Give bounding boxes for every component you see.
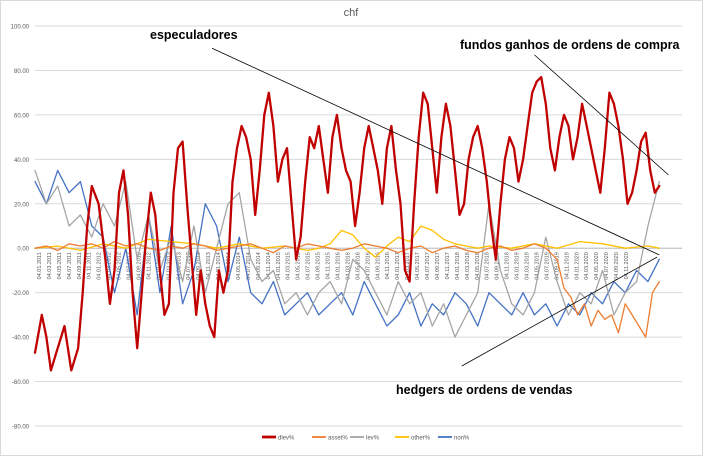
x-tick-label: 04.05.2017 (415, 252, 421, 280)
annotation-arrow (211, 47, 660, 256)
x-tick-label: 04.11.2019 (564, 252, 570, 279)
y-tick-label: -40.00 (12, 336, 30, 342)
x-tick-label: 04.05.2011 (57, 252, 63, 279)
x-tick-label: 04.03.2011 (47, 252, 53, 279)
x-tick-label: 04.09.2016 (375, 252, 381, 280)
x-tick-label: 04.11.2015 (326, 252, 332, 279)
x-tick-label: 04.11.2017 (445, 252, 451, 279)
legend-label: asset% (328, 436, 348, 442)
x-tick-label: 04.09.2011 (77, 252, 83, 279)
x-tick-label: 04.01.2017 (395, 252, 401, 280)
x-tick-label: 04.03.2016 (345, 252, 351, 280)
x-tick-label: 04.11.2011 (87, 252, 93, 279)
x-tick-label: 04.11.2013 (206, 252, 212, 279)
y-tick-label: -20.00 (12, 291, 30, 297)
x-tick-label: 04.05.2020 (594, 252, 600, 280)
y-tick-label: 60.00 (14, 113, 30, 119)
x-tick-label: 04.05.2013 (176, 252, 182, 280)
x-tick-label: 04.07.2019 (544, 252, 550, 280)
x-tick-label: 04.07.2012 (127, 252, 133, 280)
annotation-arrow (534, 54, 669, 176)
series-line-asset (34, 240, 660, 338)
x-tick-label: 04.03.2017 (405, 252, 411, 280)
x-tick-label: 04.01.2014 (216, 252, 222, 280)
x-tick-label: 04.07.2014 (246, 252, 252, 280)
annotation-label: hedgers de ordens de vendas (396, 383, 572, 397)
annotation-label: fundos ganhos de ordens de compra (460, 38, 681, 52)
y-tick-label: 40.00 (14, 158, 30, 164)
x-tick-label: 04.03.2015 (286, 252, 292, 280)
x-tick-label: 04.05.2012 (117, 252, 123, 280)
series-line-non (34, 169, 660, 327)
legend-label: other% (411, 436, 431, 442)
series-line-lev (34, 169, 660, 338)
y-tick-label: 0.00 (17, 247, 29, 253)
x-tick-label: 04.11.2012 (146, 252, 152, 279)
legend-label: non% (454, 436, 470, 442)
x-tick-label: 04.01.2012 (97, 252, 103, 280)
x-tick-label: 04.01.2018 (455, 252, 461, 280)
x-tick-label: 04.07.2016 (365, 252, 371, 280)
legend-label: lev% (366, 436, 380, 442)
x-tick-label: 04.09.2019 (554, 252, 560, 280)
x-tick-label: 04.07.2011 (67, 252, 73, 279)
y-tick-label: -60.00 (12, 380, 30, 386)
y-tick-label: 80.00 (14, 69, 30, 75)
x-tick-label: 04.03.2020 (584, 252, 590, 280)
x-tick-label: 04.07.2013 (186, 252, 192, 280)
x-tick-label: 04.05.2018 (475, 252, 481, 280)
x-tick-label: 04.09.2015 (316, 252, 322, 280)
x-tick-label: 04.07.2015 (306, 252, 312, 280)
x-tick-label: 04.07.2020 (604, 252, 610, 280)
x-tick-label: 04.09.2013 (196, 252, 202, 280)
x-tick-label: 04.03.2018 (465, 252, 471, 280)
x-tick-label: 04.01.2011 (37, 252, 43, 279)
x-tick-label: 04.05.2014 (236, 252, 242, 280)
x-tick-label: 04.01.2015 (276, 252, 282, 280)
x-tick-label: 04.09.2017 (435, 252, 441, 280)
x-tick-label: 04.09.2020 (614, 252, 620, 280)
x-tick-label: 04.11.2016 (385, 252, 391, 279)
annotation-arrow (461, 256, 658, 367)
x-tick-label: 04.01.2020 (574, 252, 580, 280)
x-tick-label: 04.05.2015 (296, 252, 302, 280)
y-tick-label: 20.00 (14, 202, 30, 208)
y-tick-label: -80.00 (12, 425, 30, 431)
x-tick-label: 04.07.2017 (425, 252, 431, 280)
x-tick-label: 04.01.2016 (336, 252, 342, 280)
legend-label: dlev% (278, 436, 295, 442)
x-tick-label: 04.03.2019 (525, 252, 531, 280)
x-tick-label: 04.11.2020 (624, 252, 630, 279)
chart-title: chf (344, 7, 360, 19)
y-tick-label: 100.00 (11, 25, 30, 31)
x-tick-label: 04.11.2018 (505, 252, 511, 279)
x-tick-label: 04.05.2019 (535, 252, 541, 280)
annotation-label: especuladores (150, 28, 238, 42)
series-line-dlev (33, 75, 661, 372)
x-tick-label: 04.11.2014 (266, 252, 272, 279)
x-tick-label: 04.01.2019 (515, 252, 521, 280)
x-tick-label: 04.07.2018 (485, 252, 491, 280)
x-tick-label: 04.09.2018 (495, 252, 501, 280)
x-tick-label: 04.09.2014 (256, 252, 262, 280)
x-tick-label: 04.05.2016 (355, 252, 361, 280)
x-tick-label: 04.09.2012 (137, 252, 143, 280)
